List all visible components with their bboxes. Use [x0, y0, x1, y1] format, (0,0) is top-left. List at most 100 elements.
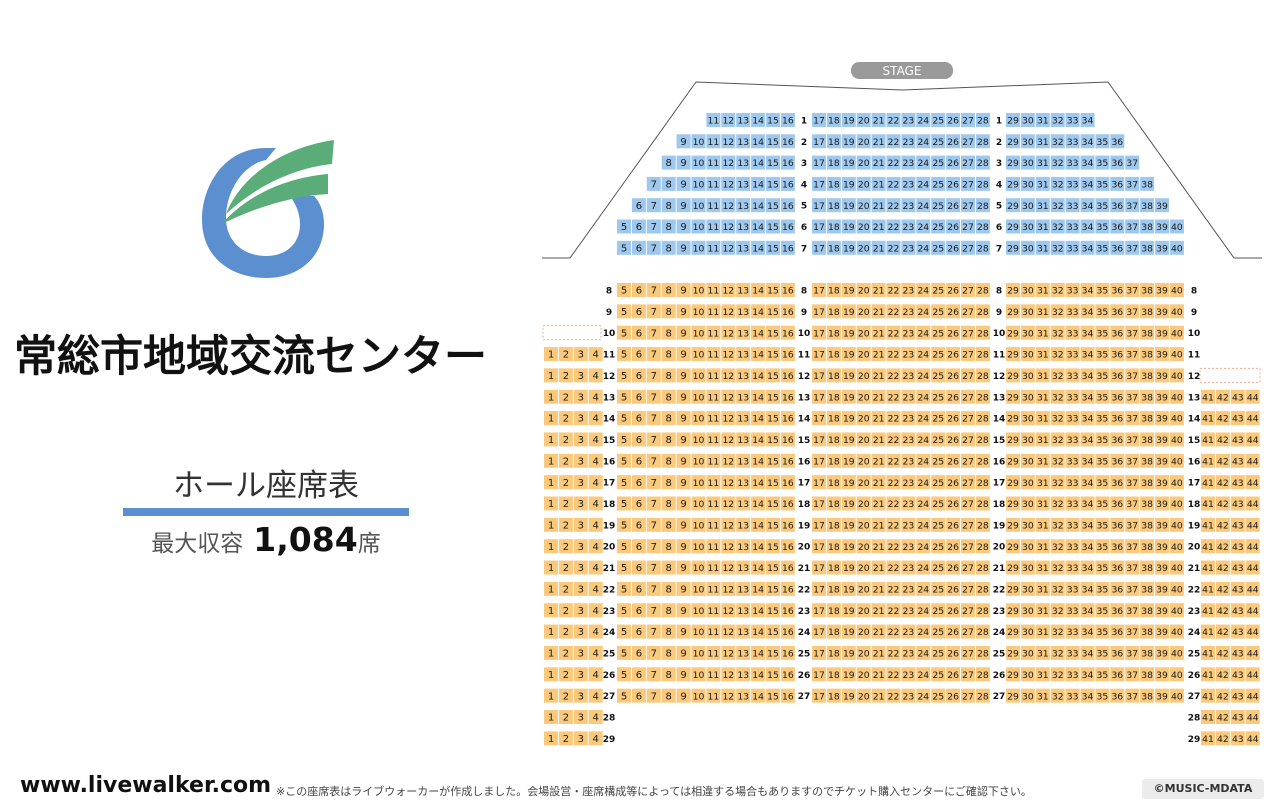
seat[interactable]: 21 [871, 240, 886, 255]
seat[interactable]: 6 [631, 198, 646, 213]
seat[interactable]: 18 [826, 176, 841, 191]
seat[interactable]: 15 [766, 581, 780, 596]
seat[interactable]: 24 [916, 198, 931, 213]
seat[interactable]: 11 [706, 411, 721, 426]
seat[interactable]: 6 [631, 368, 646, 383]
seat[interactable]: 23 [901, 539, 916, 554]
seat[interactable]: 44 [1245, 688, 1260, 703]
seat[interactable]: 11 [706, 155, 721, 170]
seat[interactable]: 1 [544, 496, 558, 511]
seat[interactable]: 9 [676, 645, 691, 660]
seat[interactable]: 32 [1050, 411, 1065, 426]
seat[interactable]: 41 [1201, 581, 1215, 596]
seat[interactable]: 8 [661, 325, 676, 340]
seat[interactable]: 19 [841, 325, 856, 340]
seat[interactable]: 6 [631, 645, 646, 660]
seat[interactable]: 6 [631, 304, 646, 319]
seat[interactable]: 5 [617, 347, 631, 362]
seat[interactable]: 11 [706, 581, 721, 596]
seat[interactable]: 22 [886, 176, 901, 191]
seat[interactable]: 10 [691, 219, 706, 234]
seat[interactable]: 39 [1155, 219, 1169, 234]
seat[interactable]: 29 [1006, 517, 1020, 532]
seat[interactable]: 11 [706, 432, 721, 447]
seat[interactable]: 9 [676, 176, 691, 191]
seat[interactable]: 24 [916, 134, 931, 149]
seat[interactable]: 16 [780, 432, 795, 447]
seat[interactable]: 19 [841, 304, 856, 319]
seat[interactable]: 32 [1050, 113, 1065, 127]
seat[interactable]: 36 [1110, 517, 1125, 532]
seat[interactable]: 4 [588, 710, 603, 724]
seat[interactable]: 23 [901, 325, 916, 340]
seat[interactable]: 37 [1125, 539, 1140, 554]
seat[interactable]: 10 [691, 304, 706, 319]
seat[interactable]: 27 [961, 688, 975, 703]
seat[interactable]: 1 [544, 645, 558, 660]
seat[interactable]: 19 [841, 432, 856, 447]
seat[interactable]: 33 [1065, 389, 1080, 404]
seat[interactable]: 24 [916, 411, 931, 426]
seat[interactable]: 8 [661, 283, 676, 297]
seat[interactable]: 10 [691, 688, 706, 703]
seat[interactable]: 11 [706, 134, 721, 149]
seat[interactable]: 38 [1140, 219, 1155, 234]
seat[interactable]: 8 [661, 688, 676, 703]
seat[interactable]: 10 [691, 603, 706, 618]
seat[interactable]: 36 [1110, 539, 1125, 554]
seat[interactable]: 24 [916, 560, 931, 575]
seat[interactable]: 17 [812, 581, 826, 596]
seat[interactable]: 10 [691, 560, 706, 575]
seat[interactable]: 39 [1155, 240, 1169, 255]
seat[interactable]: 37 [1125, 453, 1140, 468]
seat[interactable]: 36 [1110, 325, 1125, 340]
seat[interactable]: 12 [721, 283, 736, 297]
seat[interactable]: 19 [841, 155, 856, 170]
seat[interactable]: 26 [946, 581, 961, 596]
seat[interactable]: 4 [588, 368, 603, 383]
seat[interactable]: 16 [780, 134, 795, 149]
seat[interactable]: 42 [1215, 411, 1230, 426]
seat[interactable]: 1 [544, 624, 558, 639]
seat[interactable]: 16 [780, 176, 795, 191]
seat[interactable]: 33 [1065, 411, 1080, 426]
seat[interactable]: 34 [1080, 667, 1095, 682]
seat[interactable]: 23 [901, 347, 916, 362]
seat[interactable]: 11 [706, 603, 721, 618]
seat[interactable]: 18 [826, 539, 841, 554]
seat[interactable]: 19 [841, 368, 856, 383]
seat[interactable]: 17 [812, 624, 826, 639]
seat[interactable]: 39 [1155, 688, 1169, 703]
seat[interactable]: 12 [721, 411, 736, 426]
seat[interactable]: 16 [780, 304, 795, 319]
seat[interactable]: 28 [975, 155, 990, 170]
seat[interactable]: 32 [1050, 432, 1065, 447]
seat[interactable]: 42 [1215, 389, 1230, 404]
seat[interactable]: 25 [931, 113, 946, 127]
seat[interactable]: 30 [1020, 517, 1035, 532]
seat[interactable]: 7 [646, 325, 661, 340]
seat[interactable]: 27 [961, 667, 975, 682]
seat[interactable]: 23 [901, 624, 916, 639]
seat[interactable]: 27 [961, 113, 975, 127]
seat[interactable]: 38 [1140, 389, 1155, 404]
seat[interactable]: 29 [1006, 475, 1020, 490]
seat[interactable]: 2 [558, 581, 573, 596]
seat[interactable]: 18 [826, 453, 841, 468]
seat[interactable]: 27 [961, 539, 975, 554]
seat[interactable]: 24 [916, 176, 931, 191]
seat[interactable]: 34 [1080, 325, 1095, 340]
seat[interactable]: 1 [544, 411, 558, 426]
seat[interactable]: 6 [631, 453, 646, 468]
seat[interactable]: 2 [558, 603, 573, 618]
seat[interactable]: 27 [961, 304, 975, 319]
seat[interactable]: 32 [1050, 688, 1065, 703]
seat[interactable]: 5 [617, 432, 631, 447]
seat[interactable]: 8 [661, 389, 676, 404]
seat[interactable]: 15 [766, 198, 780, 213]
seat[interactable]: 34 [1080, 539, 1095, 554]
seat[interactable]: 7 [646, 283, 661, 297]
seat[interactable]: 11 [706, 475, 721, 490]
seat[interactable]: 38 [1140, 432, 1155, 447]
seat[interactable]: 41 [1201, 496, 1215, 511]
